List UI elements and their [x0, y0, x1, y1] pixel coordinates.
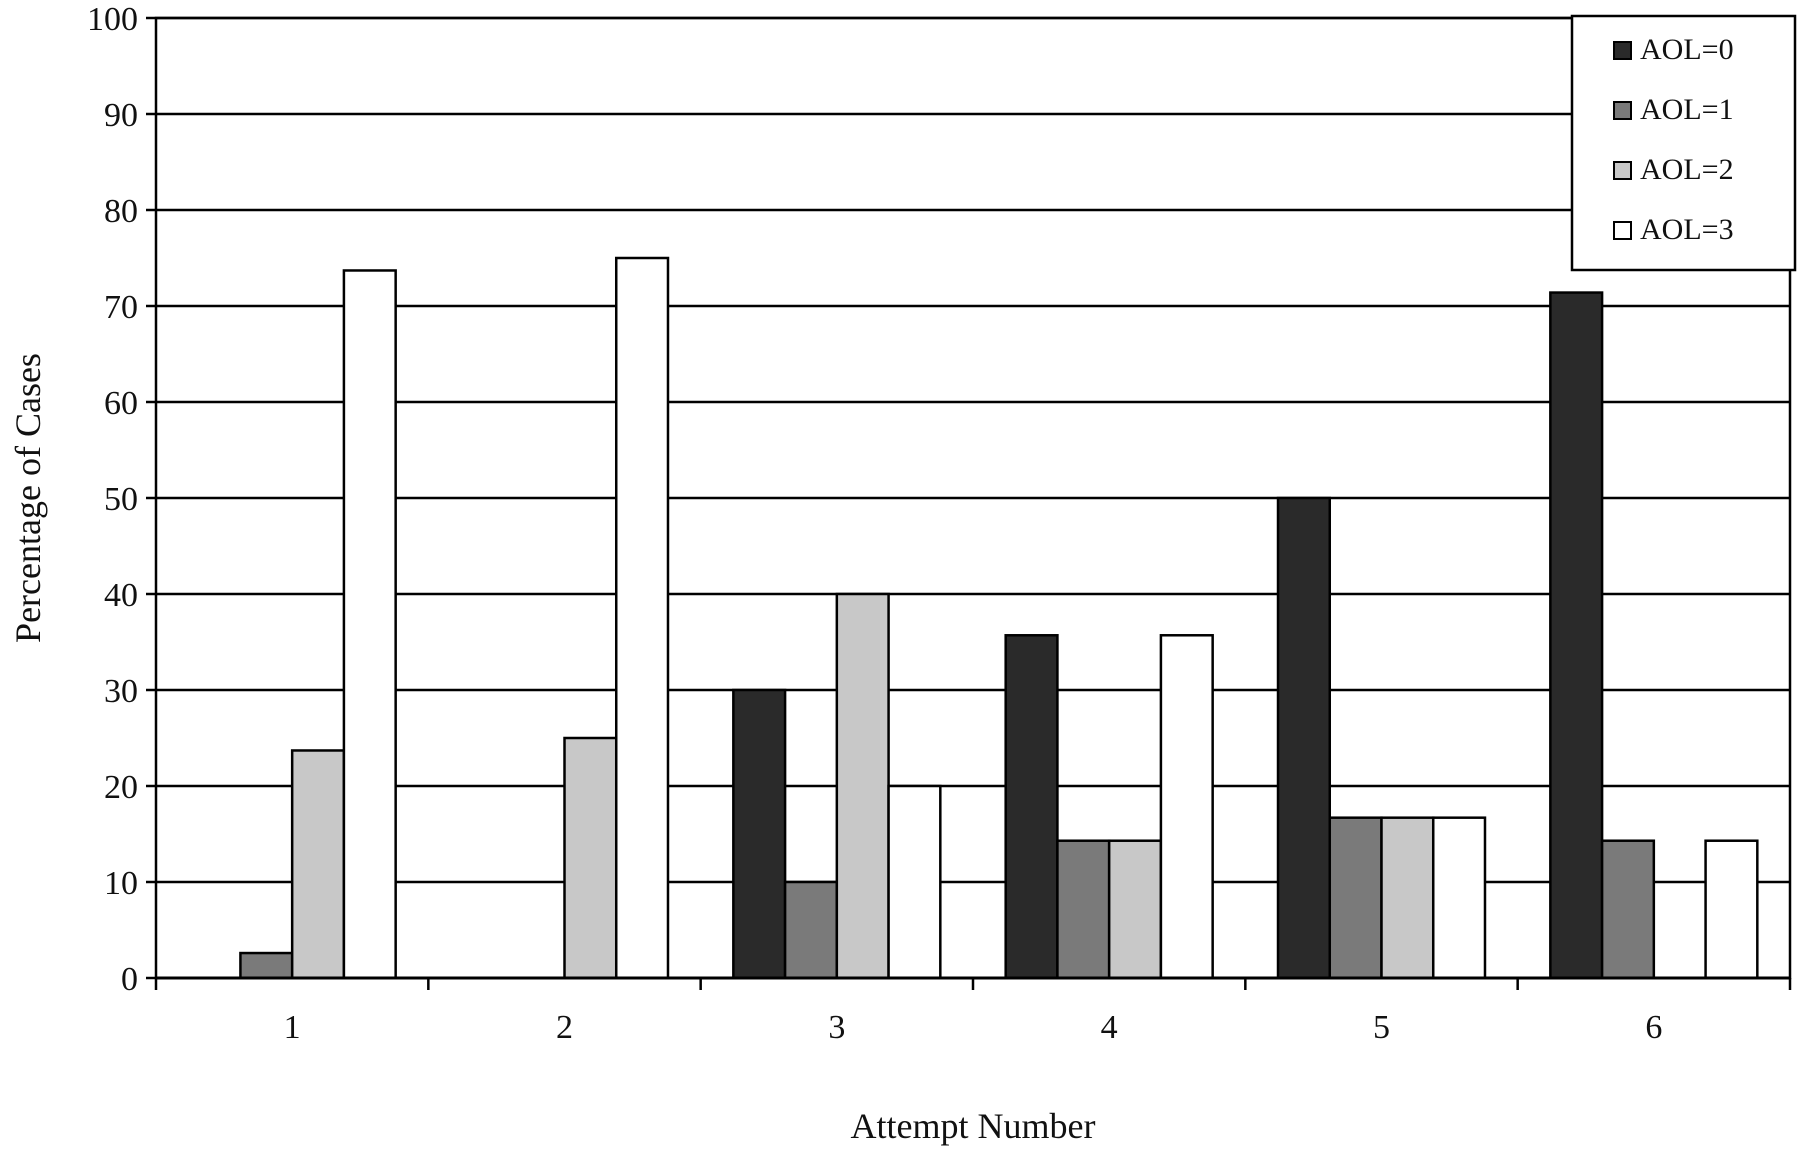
bar-aol-0-cat-4: [1004, 634, 1059, 980]
legend: AOL=0 AOL=1 AOL=2 AOL=3: [1570, 14, 1797, 272]
bar-aol-1-cat-3: [783, 880, 839, 980]
bar-aol-2-cat-2: [563, 736, 618, 980]
y-tick-label: 70: [104, 289, 138, 326]
bar-aol-3-cat-1: [342, 269, 397, 980]
bar-aol-3-cat-5: [1431, 816, 1487, 980]
legend-label: AOL=0: [1640, 33, 1734, 66]
y-axis-title: Percentage of Cases: [8, 353, 48, 643]
legend-swatch: [1613, 221, 1632, 240]
bar-aol-0-cat-5: [1276, 496, 1332, 980]
y-tick-label: 60: [104, 385, 138, 422]
x-tick-label: 6: [1645, 1009, 1662, 1046]
bar-aol-1-cat-1: [239, 951, 294, 980]
x-tick-label: 1: [284, 1009, 301, 1046]
x-tick-label: 3: [828, 1009, 845, 1046]
y-tick-label: 80: [104, 193, 138, 230]
legend-swatch: [1613, 161, 1632, 180]
bar-aol-2-cat-1: [290, 749, 346, 980]
x-axis-title: Attempt Number: [851, 1106, 1096, 1146]
gridlines: [156, 16, 1790, 884]
bar-aol-2-cat-4: [1107, 839, 1163, 980]
x-tick-label: 4: [1101, 1009, 1118, 1046]
y-tick-label: 0: [121, 961, 138, 998]
bar-aol-1-cat-6: [1600, 839, 1656, 980]
axes: [146, 16, 1792, 990]
y-tick-label: 40: [104, 577, 138, 614]
bar-aol-3-cat-3: [887, 784, 942, 980]
y-tick-label: 50: [104, 481, 138, 518]
y-tick-label: 100: [87, 1, 138, 38]
y-tick-label: 20: [104, 769, 138, 806]
bar-aol-1-cat-5: [1328, 816, 1383, 980]
tick-labels: 0 10 20 30 40 50 60 70 80 90 100 1 2 3 4 5 6: [87, 1, 1662, 1046]
bar-aol-2-cat-5: [1380, 816, 1435, 980]
bar-aol-2-cat-3: [835, 592, 890, 980]
legend-box: [1570, 14, 1797, 272]
legend-label: AOL=3: [1640, 213, 1734, 246]
x-tick-label: 5: [1373, 1009, 1390, 1046]
y-tick-label: 10: [104, 865, 138, 902]
bar-aol-3-cat-2: [614, 256, 670, 980]
bar-aol-1-cat-4: [1056, 839, 1111, 980]
y-tick-label: 90: [104, 97, 138, 134]
bar-aol-3-cat-4: [1159, 634, 1214, 980]
legend-label: AOL=1: [1640, 93, 1734, 126]
y-tick-label: 30: [104, 673, 138, 710]
bar-aol-0-cat-6: [1549, 291, 1604, 980]
bars: [239, 256, 1759, 980]
legend-swatch: [1613, 101, 1632, 120]
bar-aol-3-cat-6: [1704, 839, 1759, 980]
legend-label: AOL=2: [1640, 153, 1734, 186]
x-tick-label: 2: [556, 1009, 573, 1046]
legend-swatch: [1613, 41, 1632, 60]
bar-aol-0-cat-3: [732, 688, 787, 980]
